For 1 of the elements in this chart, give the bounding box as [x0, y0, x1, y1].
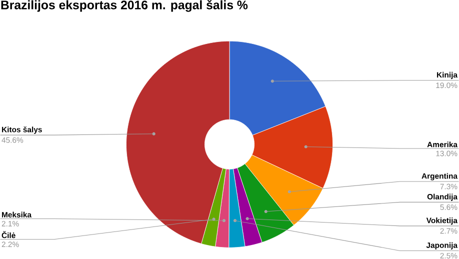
- chart-title: Brazilijos eksportas 2016 m. pagal šalis %: [1, 0, 248, 12]
